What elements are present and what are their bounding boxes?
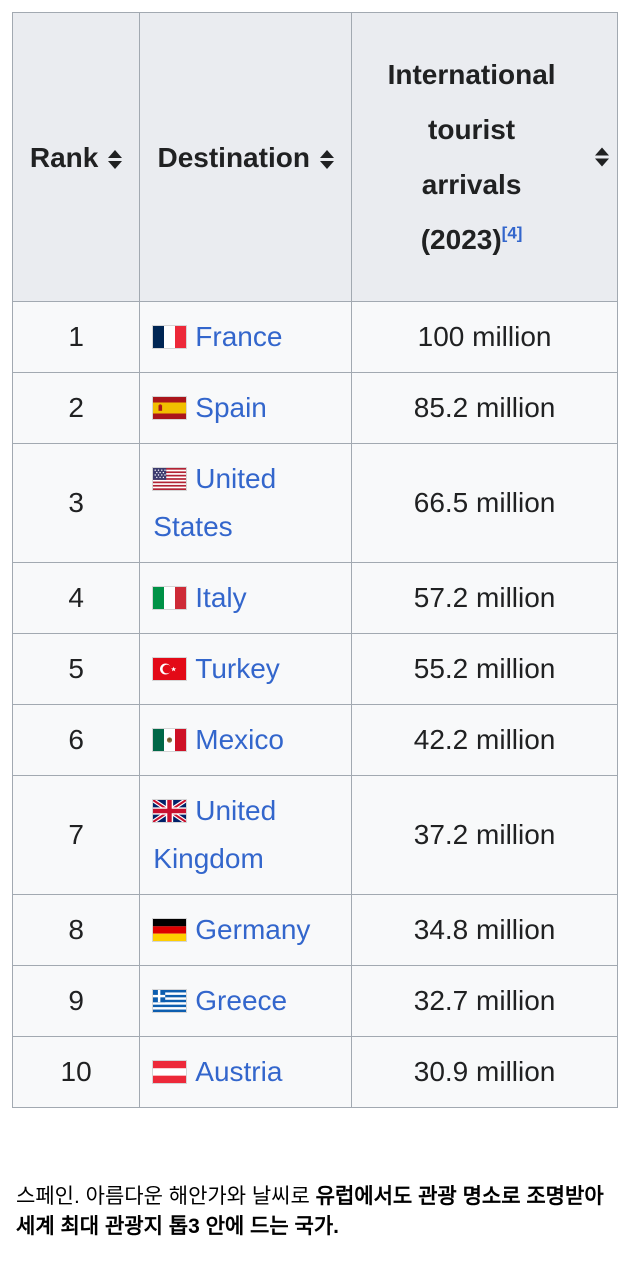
destination-cell: Greece [139, 965, 353, 1037]
arrivals-value: 37.2 million [413, 819, 556, 850]
arrivals-cell: 57.2 million [351, 562, 618, 634]
arrivals-cell: 34.8 million [351, 894, 618, 966]
arrivals-cell: 30.9 million [351, 1036, 618, 1108]
country-link[interactable]: Turkey [195, 653, 280, 684]
arrivals-cell: 42.2 million [351, 704, 618, 776]
footnote-ref-link[interactable]: [4] [501, 223, 523, 243]
arrivals-cell: 85.2 million [351, 372, 618, 444]
header-arrivals-label: International tourist arrivals (2023) [387, 59, 556, 255]
destination-cell: Germany [139, 894, 353, 966]
country-link[interactable]: Greece [195, 985, 288, 1016]
arrivals-value: 34.8 million [413, 914, 556, 945]
sort-icon [108, 149, 123, 169]
flag-austria-icon [153, 1061, 187, 1083]
rank-value: 7 [68, 819, 84, 850]
arrivals-value: 100 million [417, 321, 552, 352]
rank-value: 5 [68, 653, 84, 684]
rank-value: 4 [68, 582, 84, 613]
country-link[interactable]: Austria [195, 1056, 283, 1087]
table-header: Rank Destination International tourist a… [11, 12, 618, 302]
rank-cell: 4 [11, 562, 141, 634]
rank-value: 2 [68, 392, 84, 423]
table-row: 6 Mexico 42.2 million [11, 704, 618, 776]
country-link[interactable]: Germany [195, 914, 311, 945]
arrivals-cell: 37.2 million [351, 775, 618, 895]
country-link[interactable]: Mexico [195, 724, 284, 755]
rank-value: 3 [68, 487, 84, 518]
flag-greece-icon [153, 990, 187, 1012]
caption-bold: 유럽에서도 관광 명소로 조명받아 세계 최대 관광지 톱3 안에 드는 국가. [16, 1185, 604, 1238]
flag-turkey-icon [153, 658, 187, 680]
caption: 스페인. 아름다운 해안가와 날씨로 유럽에서도 관광 명소로 조명받아 세계 … [16, 1182, 622, 1242]
page: Rank Destination International tourist a… [11, 12, 622, 1242]
destination-cell: Italy [139, 562, 353, 634]
sort-icon [595, 147, 609, 167]
rank-value: 10 [60, 1056, 92, 1087]
rank-cell: 5 [11, 633, 141, 705]
destination-cell: Mexico [139, 704, 353, 776]
table-row: 5 Turkey 55.2 million [11, 633, 618, 705]
destination-cell: Spain [139, 372, 353, 444]
country-link[interactable]: United Kingdom [153, 795, 277, 874]
destination-cell: Turkey [139, 633, 353, 705]
flag-united-kingdom-icon [153, 800, 187, 822]
rank-cell: 9 [11, 965, 141, 1037]
arrivals-cell: 100 million [351, 301, 618, 373]
rank-cell: 3 [11, 443, 141, 563]
table-row: 1 France 100 million [11, 301, 618, 373]
arrivals-value: 32.7 million [413, 985, 556, 1016]
country-link[interactable]: Italy [195, 582, 247, 613]
rank-cell: 1 [11, 301, 141, 373]
country-link[interactable]: France [195, 321, 283, 352]
sort-icon [319, 149, 334, 169]
rank-cell: 10 [11, 1036, 141, 1108]
arrivals-cell: 66.5 million [351, 443, 618, 563]
arrivals-cell: 32.7 million [351, 965, 618, 1037]
flag-spain-icon [153, 397, 187, 419]
header-rank[interactable]: Rank [11, 12, 141, 302]
table-row: 2 Spain 85.2 million [11, 372, 618, 444]
header-destination[interactable]: Destination [139, 12, 353, 302]
flag-france-icon [153, 326, 187, 348]
header-destination-label: Destination [157, 141, 310, 173]
arrivals-value: 30.9 million [413, 1056, 556, 1087]
arrivals-value: 57.2 million [413, 582, 556, 613]
rank-cell: 7 [11, 775, 141, 895]
flag-mexico-icon [153, 729, 187, 751]
arrivals-value: 42.2 million [413, 724, 556, 755]
destination-cell: United Kingdom [139, 775, 353, 895]
header-row: Rank Destination International tourist a… [11, 12, 618, 302]
table-row: 8 Germany 34.8 million [11, 894, 618, 966]
flag-united-states-icon [153, 468, 187, 490]
table-body: 1 France 100 million 2 Spain 85.2 millio… [11, 301, 618, 1108]
arrivals-cell: 55.2 million [351, 633, 618, 705]
caption-prefix: 스페인. 아름다운 해안가와 날씨로 [16, 1185, 316, 1208]
country-link[interactable]: Spain [195, 392, 267, 423]
header-rank-label: Rank [29, 141, 99, 173]
country-link[interactable]: United States [153, 463, 277, 542]
table-row: 10 Austria 30.9 million [11, 1036, 618, 1108]
flag-germany-icon [153, 919, 187, 941]
destination-cell: Austria [139, 1036, 353, 1108]
rank-cell: 8 [11, 894, 141, 966]
rank-value: 6 [68, 724, 84, 755]
rank-value: 8 [68, 914, 84, 945]
rank-value: 9 [68, 985, 84, 1016]
tourist-arrivals-table: Rank Destination International tourist a… [11, 12, 618, 1108]
header-arrivals[interactable]: International tourist arrivals (2023)[4] [351, 12, 618, 302]
arrivals-value: 55.2 million [413, 653, 556, 684]
destination-cell: United States [139, 443, 353, 563]
table-row: 7 United Kingdom 37.2 million [11, 775, 618, 895]
rank-cell: 6 [11, 704, 141, 776]
rank-cell: 2 [11, 372, 141, 444]
destination-cell: France [139, 301, 353, 373]
arrivals-value: 66.5 million [413, 487, 556, 518]
rank-value: 1 [68, 321, 84, 352]
flag-italy-icon [153, 587, 187, 609]
table-row: 3 United States 66.5 million [11, 443, 618, 563]
arrivals-value: 85.2 million [413, 392, 556, 423]
table-row: 4 Italy 57.2 million [11, 562, 618, 634]
table-row: 9 Greece 32.7 million [11, 965, 618, 1037]
